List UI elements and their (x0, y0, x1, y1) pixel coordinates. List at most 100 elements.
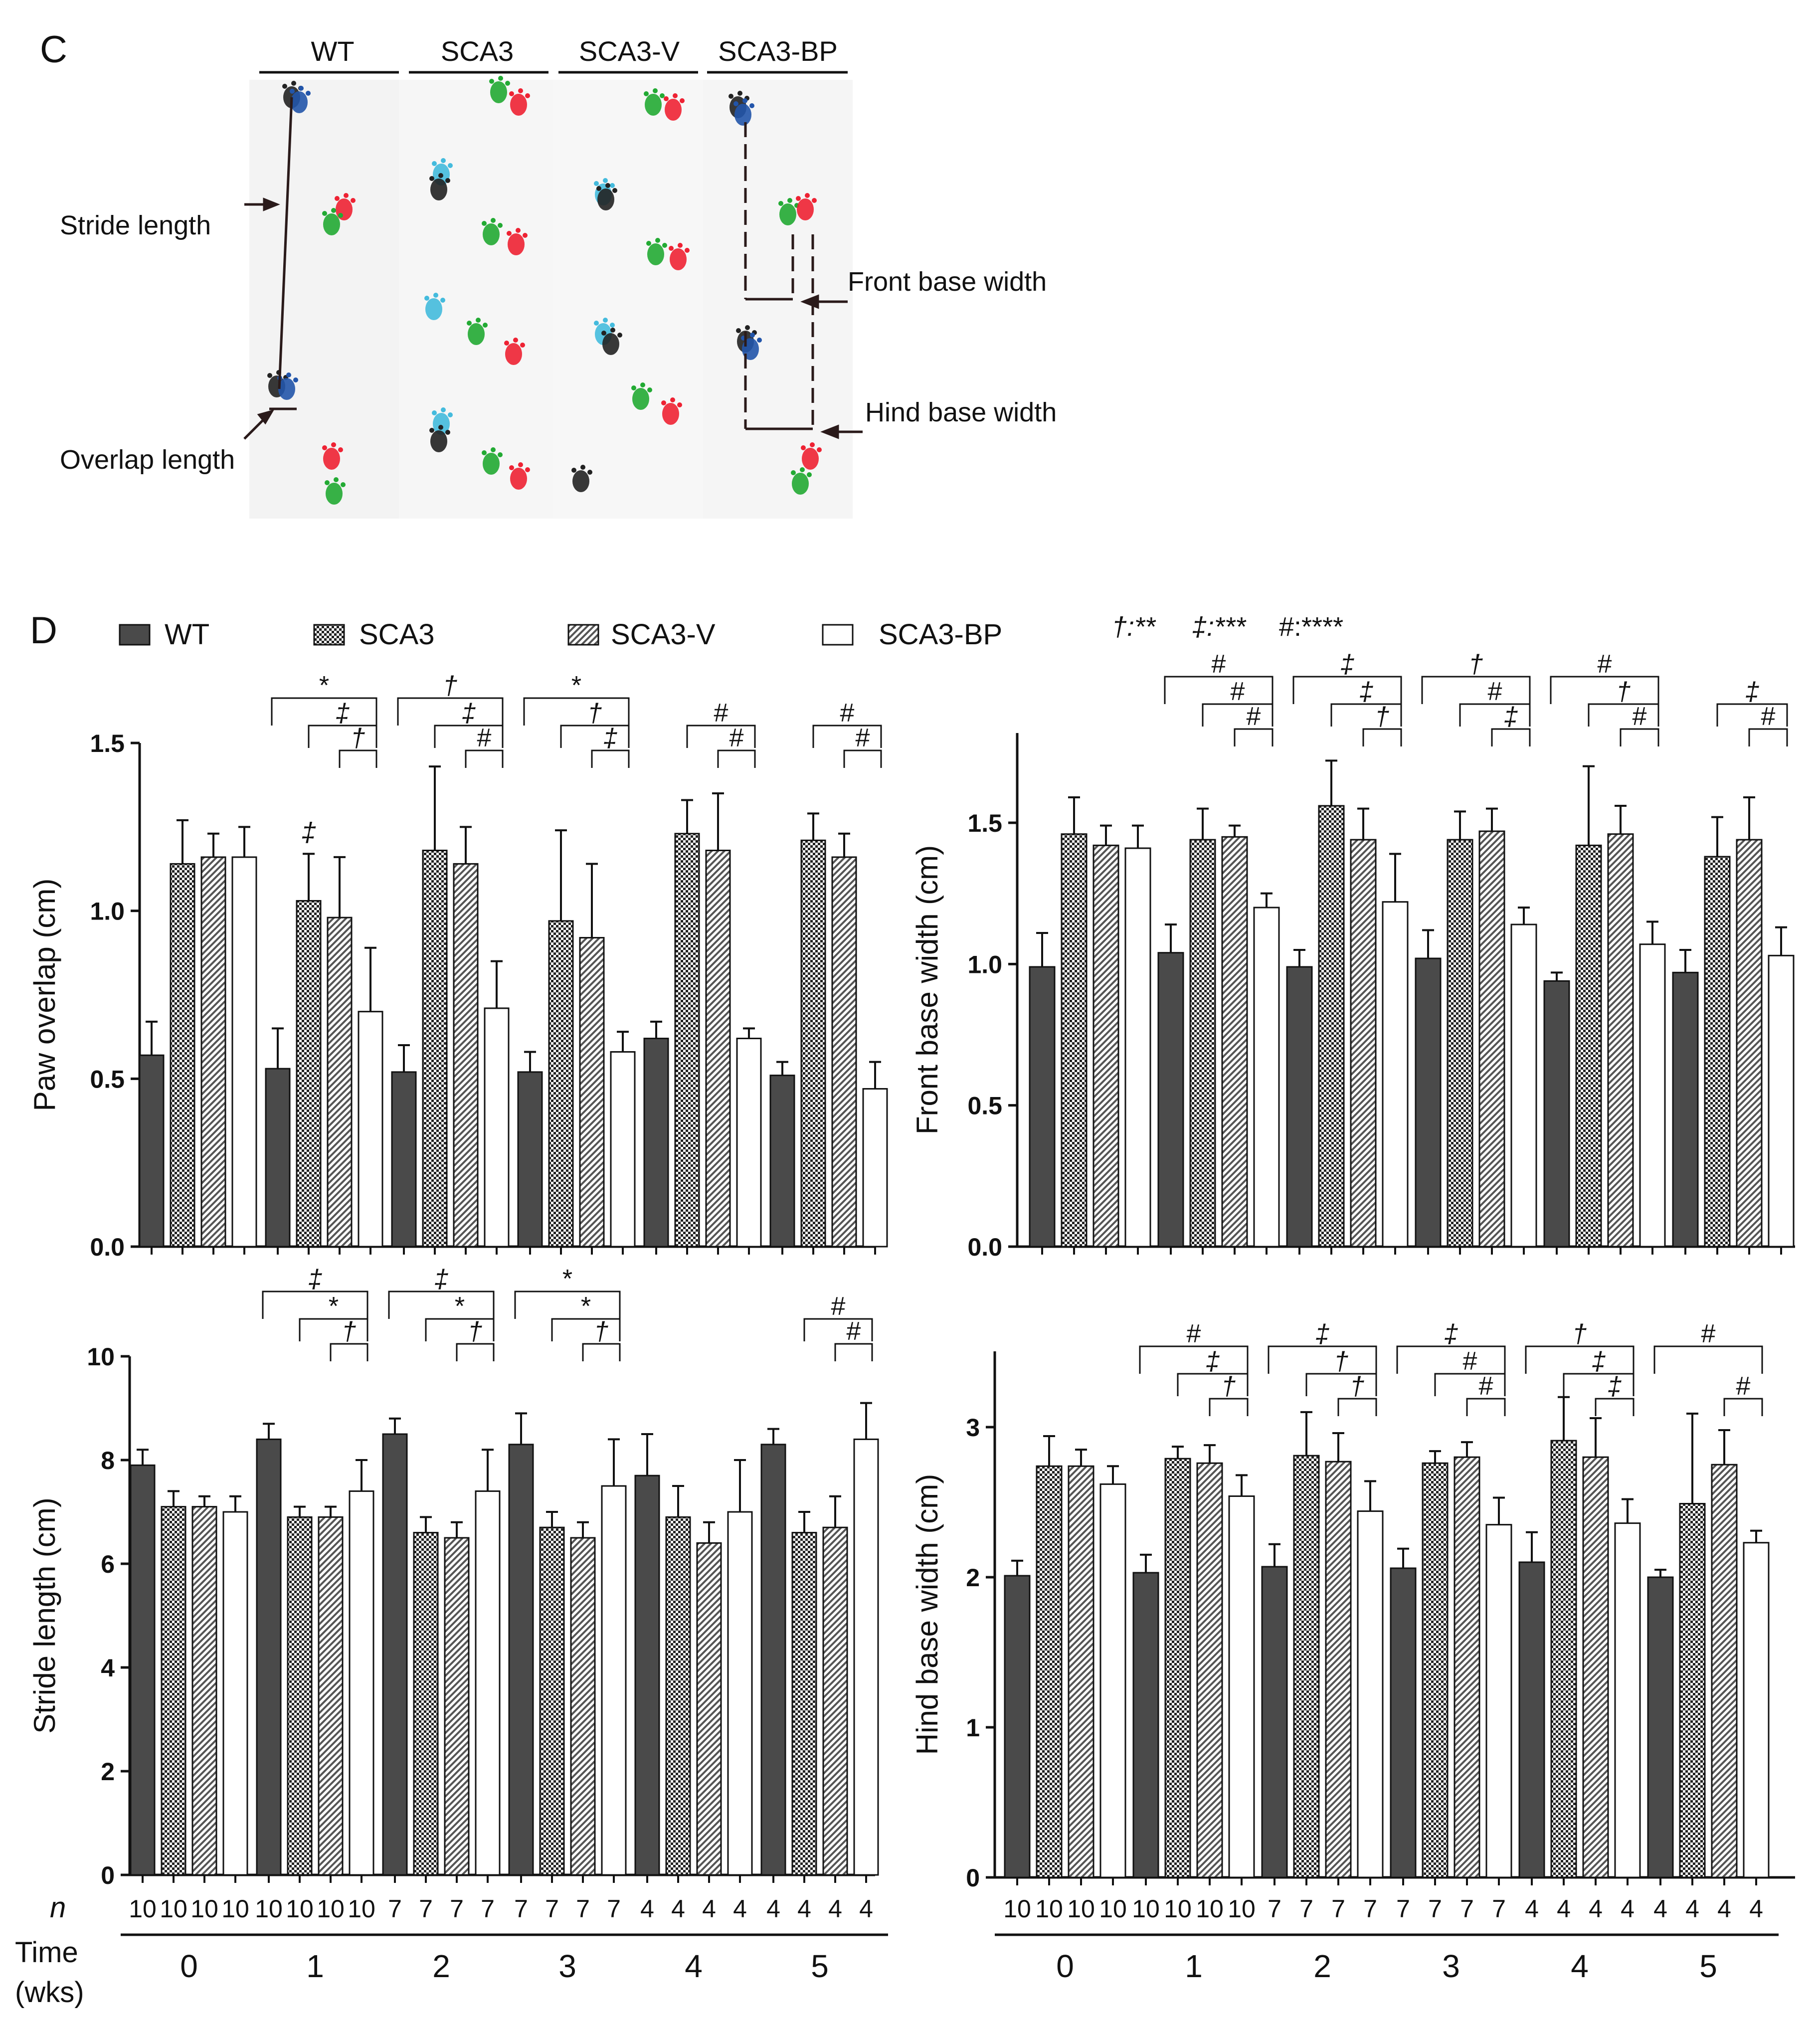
significance-bracket (1588, 703, 1659, 727)
paw-toe (432, 410, 437, 415)
bar-wt (1390, 1567, 1417, 1878)
y-axis-label: Hind base width (cm) (910, 1474, 944, 1755)
bar-sca3-bp (222, 1511, 248, 1876)
sig-key-hash: #:**** (1279, 612, 1343, 642)
significance-bracket (299, 1318, 368, 1341)
significance-bracket (465, 749, 504, 768)
bar-sca3-bp (1253, 907, 1280, 1248)
significance-mark: † (443, 671, 458, 700)
significance-bracket (1234, 728, 1274, 746)
significance-mark: ‡ (1592, 1347, 1606, 1376)
bar-sca3 (1447, 839, 1473, 1248)
significance-bracket (330, 1343, 368, 1361)
bar-wt (1261, 1566, 1288, 1878)
paw-toe (612, 188, 617, 193)
week-label: 4 (1571, 1948, 1589, 1984)
significance-mark: * (571, 671, 581, 700)
n-value: 10 (221, 1895, 249, 1923)
n-value: 7 (1492, 1895, 1506, 1923)
significance-mark: ‡ (434, 1265, 449, 1293)
week-label: 4 (685, 1948, 703, 1984)
significance-mark: † (1573, 1319, 1587, 1348)
significance-bracket (560, 725, 630, 748)
significance-mark: # (1488, 677, 1502, 706)
paw-toe (491, 218, 496, 223)
bar-sca3-bp (601, 1485, 627, 1876)
paw-toe (482, 450, 487, 455)
bar-sca3 (170, 863, 195, 1248)
significance-bracket (1653, 1345, 1763, 1374)
bar-sca3-bp (231, 856, 257, 1248)
overlap-length-label: Overlap length (60, 445, 235, 475)
significance-bracket (434, 725, 504, 748)
paw-toe (749, 103, 754, 108)
bar-wt (391, 1071, 417, 1248)
paw-print (734, 104, 751, 126)
panel-c: C WT SCA3 SCA3-V SCA3-BP Stride length O… (40, 28, 1057, 519)
significance-mark: # (1463, 1347, 1477, 1376)
paw-print (336, 198, 353, 220)
paw-print (645, 94, 662, 116)
significance-bracket (523, 697, 630, 726)
bar-sca3-v (1092, 844, 1119, 1248)
bar-sca3-bp (862, 1088, 888, 1248)
bar-sca3-v (1196, 1462, 1223, 1878)
paw-print (647, 243, 664, 265)
paw-toe (807, 472, 812, 477)
group-label-sca3: SCA3 (441, 35, 514, 67)
significance-mark: ‡ (1206, 1347, 1220, 1376)
bar-sca3-v (200, 856, 226, 1248)
bar-sca3 (1189, 839, 1216, 1248)
bar-sca3-bp (1357, 1510, 1384, 1878)
significance-mark: # (1736, 1372, 1751, 1401)
week-label: 0 (180, 1948, 198, 1984)
significance-bracket (1716, 703, 1788, 727)
paw-toe (482, 221, 487, 226)
bar-wt (508, 1444, 534, 1876)
paw-toe (306, 91, 311, 96)
bar-sca3 (548, 920, 574, 1248)
significance-bracket (834, 1343, 873, 1361)
paw-print (508, 233, 525, 255)
n-value: 10 (317, 1895, 345, 1923)
paw-toe (603, 318, 608, 323)
paw-toe (800, 467, 805, 472)
bar-wt (769, 1075, 795, 1248)
paw-toe (338, 213, 343, 218)
significance-mark: # (1479, 1372, 1493, 1401)
significance-mark: # (831, 1292, 846, 1321)
bar-sca3 (1679, 1503, 1706, 1878)
bar-sca3 (674, 833, 700, 1248)
n-value: 4 (1557, 1895, 1571, 1923)
significance-mark: ‡ (308, 1265, 323, 1293)
paw-toe (286, 372, 291, 377)
paw-toe (594, 321, 599, 326)
paw-toe (669, 246, 674, 251)
bar-sca3-bp (1228, 1495, 1255, 1878)
paw-toe (438, 173, 443, 178)
paw-toe (571, 468, 576, 473)
paw-toe (655, 238, 660, 243)
bar-sca3-bp (1639, 943, 1666, 1248)
n-value: 4 (1621, 1895, 1635, 1923)
significance-mark: † (588, 699, 602, 728)
bar-sca3-bp (349, 1490, 374, 1876)
bar-sca3 (1318, 805, 1345, 1248)
paw-toe (438, 425, 443, 430)
bar-sca3 (1293, 1455, 1320, 1878)
paw-print (802, 448, 819, 470)
paw-print (425, 298, 442, 320)
significance-mark: # (1212, 650, 1226, 679)
paw-toe (653, 88, 658, 93)
paw-toe (498, 76, 503, 81)
significance-bracket (1525, 1345, 1635, 1374)
n-value: 7 (1299, 1895, 1313, 1923)
bar-sca3-v (1607, 833, 1634, 1248)
paw-toe (810, 442, 815, 447)
sig-key-dagger: †:** (1112, 612, 1156, 642)
n-value: 7 (1428, 1895, 1442, 1923)
group-label-sca3v: SCA3-V (579, 35, 680, 67)
n-value: 7 (514, 1895, 528, 1923)
paw-toe (341, 482, 346, 487)
